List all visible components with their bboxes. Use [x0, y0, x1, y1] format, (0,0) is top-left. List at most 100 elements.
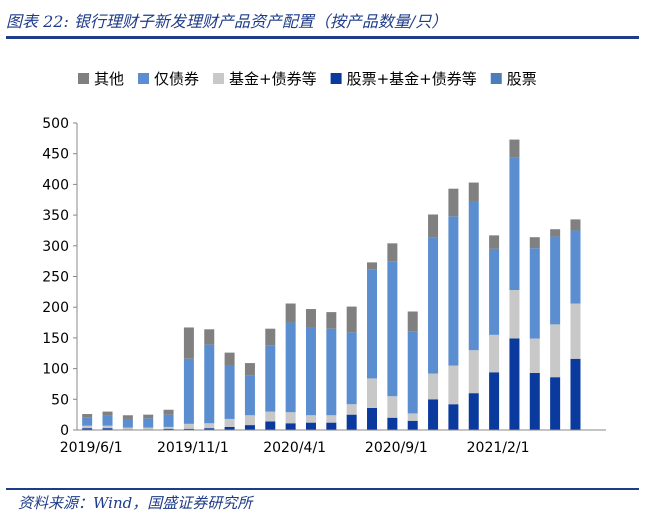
- bar-segment: [163, 409, 174, 415]
- bar-segment: [529, 372, 540, 430]
- y-tick-label: 200: [42, 300, 69, 316]
- bar-segment: [448, 404, 459, 430]
- bar-segment: [163, 428, 174, 430]
- bar-segment: [102, 425, 113, 429]
- bar-segment: [224, 352, 235, 366]
- bar-segment: [305, 415, 316, 423]
- bar-segment: [407, 420, 418, 430]
- bar-segment: [387, 261, 398, 397]
- bar-segment: [265, 328, 276, 346]
- y-tick-label: 250: [42, 270, 69, 286]
- bar-segment: [448, 365, 459, 405]
- y-tick-label: 500: [42, 116, 69, 132]
- bar-segment: [285, 412, 296, 424]
- bar-segment: [204, 428, 215, 430]
- bar-segment: [346, 306, 357, 333]
- bar-segment: [550, 377, 561, 430]
- bar-segment: [489, 248, 500, 335]
- bar-segment: [285, 423, 296, 430]
- x-tick-label: 2020/9/1: [365, 440, 428, 456]
- bar-segment: [326, 422, 337, 430]
- bar-segment: [265, 421, 276, 430]
- bar-segment: [550, 236, 561, 325]
- bar-segment: [367, 407, 378, 430]
- bar-segment: [367, 378, 378, 408]
- bar-segment: [428, 214, 439, 238]
- bar-segment: [82, 417, 93, 426]
- y-tick-label: 450: [42, 147, 69, 163]
- bar-segment: [570, 358, 581, 430]
- bar-segment: [387, 243, 398, 262]
- bar-segment: [468, 182, 479, 201]
- bar-segment: [550, 324, 561, 378]
- bar-segment: [326, 312, 337, 329]
- bar-segment: [529, 248, 540, 339]
- bar-segment: [204, 344, 215, 424]
- bar-segment: [224, 365, 235, 419]
- bars: [82, 139, 581, 430]
- bar-segment: [244, 415, 255, 426]
- bar-segment: [122, 427, 133, 430]
- bar-segment: [102, 411, 113, 416]
- bar-segment: [305, 309, 316, 328]
- bar-segment: [265, 345, 276, 412]
- bar-segment: [570, 303, 581, 359]
- legend-swatch: [213, 73, 225, 84]
- bar-segment: [305, 327, 316, 416]
- bar-segment: [143, 427, 154, 430]
- bar-segment: [428, 373, 439, 400]
- bar-segment: [224, 418, 235, 427]
- bar-segment: [122, 418, 133, 428]
- x-tick-label: 2020/4/1: [263, 440, 326, 456]
- bar-segment: [489, 334, 500, 373]
- bar-segment: [285, 303, 296, 323]
- bar-segment: [82, 425, 93, 429]
- legend-swatch: [490, 73, 502, 84]
- bar-segment: [428, 399, 439, 430]
- legend-label: 股票: [507, 70, 537, 88]
- x-tick-label: 2019/6/1: [60, 440, 123, 456]
- bar-segment: [407, 311, 418, 332]
- bar-segment: [265, 411, 276, 422]
- bar-segment: [183, 358, 194, 424]
- title-rule: [6, 36, 639, 39]
- bar-segment: [387, 417, 398, 430]
- bar-segment: [468, 393, 479, 430]
- bar-segment: [367, 269, 378, 379]
- bar-segment: [183, 428, 194, 430]
- bar-segment: [102, 428, 113, 430]
- y-tick-label: 400: [42, 177, 69, 193]
- bar-segment: [428, 237, 439, 374]
- bar-segment: [489, 372, 500, 430]
- bar-segment: [143, 414, 154, 419]
- bar-segment: [326, 328, 337, 416]
- bar-segment: [285, 322, 296, 413]
- y-tick-label: 0: [60, 423, 69, 439]
- bar-segment: [163, 426, 174, 429]
- bar-segment: [367, 262, 378, 270]
- bar-segment: [529, 338, 540, 373]
- bar-segment: [143, 418, 154, 428]
- source-note: 资料来源：Wind，国盛证券研究所: [18, 494, 253, 512]
- legend-swatch: [330, 73, 342, 84]
- y-tick-label: 100: [42, 362, 69, 378]
- bar-segment: [509, 290, 520, 339]
- bar-segment: [183, 327, 194, 359]
- legend-label: 其他: [94, 70, 124, 88]
- y-axis: 0 50 100 150 200 250 300 350 400 450 500: [42, 116, 78, 439]
- y-tick-label: 300: [42, 239, 69, 255]
- bar-segment: [529, 237, 540, 249]
- bar-segment: [387, 396, 398, 418]
- bar-segment: [509, 157, 520, 291]
- y-tick-label: 150: [42, 331, 69, 347]
- legend-label: 基金+债券等: [229, 70, 317, 88]
- bar-segment: [489, 235, 500, 249]
- bar-segment: [244, 375, 255, 416]
- bar-segment: [407, 331, 418, 414]
- y-tick-label: 50: [51, 392, 69, 408]
- bar-segment: [82, 414, 93, 418]
- bar-segment: [326, 415, 337, 423]
- chart-title: 图表 22: 银行理财子新发理财产品资产配置（按产品数量/只）: [6, 12, 448, 31]
- bar-segment: [244, 363, 255, 376]
- legend: 其他 仅债券 基金+债券等 股票+基金+债券等 股票: [78, 70, 537, 88]
